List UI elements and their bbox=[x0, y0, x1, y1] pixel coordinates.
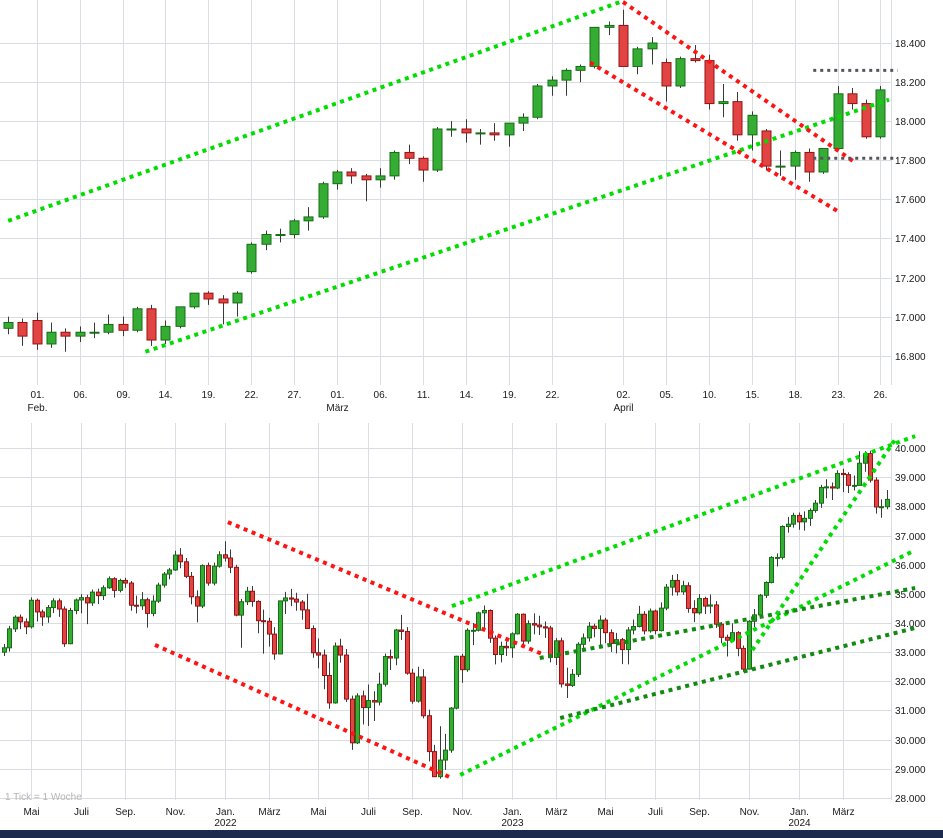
x-axis-label: Mai bbox=[310, 807, 326, 818]
bottom-bar bbox=[0, 830, 943, 838]
y-axis-label: 38.000 bbox=[895, 502, 926, 513]
daily-candlestick-chart: 18.400 18.200 18.000 17.800 17.600 17.400 17.2… bbox=[0, 0, 926, 414]
x-axis-label: Juli bbox=[648, 807, 663, 818]
x-axis-sublabel: 2022 bbox=[214, 818, 237, 829]
x-axis-label: Jan. bbox=[216, 807, 235, 818]
y-axis-label: 28.000 bbox=[895, 794, 926, 805]
x-axis-label: 15. bbox=[746, 390, 760, 401]
y-axis-label: 34.000 bbox=[895, 619, 926, 630]
weekly-candlestick-chart: 40.000 39.000 38.000 37.000 36.000 35.000 34.0… bbox=[0, 421, 943, 830]
x-axis-label: Sep. bbox=[689, 807, 710, 818]
x-axis-label: Mai bbox=[23, 807, 39, 818]
tick-interval-note: 1 Tick = 1 Woche bbox=[5, 792, 82, 803]
y-axis-label: 35.000 bbox=[895, 590, 926, 601]
trendlines bbox=[7, 0, 898, 354]
x-axis-label: 14. bbox=[159, 390, 173, 401]
x-axis-label: Juli bbox=[74, 807, 89, 818]
x-axis-label: Nov. bbox=[453, 807, 473, 818]
green-trendline bbox=[7, 0, 624, 223]
x-axis-label: 22. bbox=[245, 390, 259, 401]
weekly-chart-svg: 40.000 39.000 38.000 37.000 36.000 35.000 34.0… bbox=[0, 423, 926, 829]
x-axis-sublabel: April bbox=[613, 403, 633, 414]
candles bbox=[2, 450, 890, 779]
darkgreen-trendline bbox=[559, 626, 916, 721]
y-axis-label: 18.200 bbox=[895, 78, 926, 89]
trendlines bbox=[154, 434, 916, 780]
y-axis-label: 17.000 bbox=[895, 313, 926, 324]
y-axis-label: 18.000 bbox=[895, 117, 926, 128]
x-axis-label: März bbox=[545, 807, 567, 818]
y-axis-label: 29.000 bbox=[895, 765, 926, 776]
x-axis-label: 14. bbox=[460, 390, 474, 401]
x-axis-label: Sep. bbox=[402, 807, 423, 818]
x-axis-sublabel: März bbox=[326, 403, 348, 414]
x-axis-label: Nov. bbox=[166, 807, 186, 818]
y-axis-label: 17.400 bbox=[895, 234, 926, 245]
axis-labels: 40.000 39.000 38.000 37.000 36.000 35.000 34.0… bbox=[23, 444, 926, 829]
y-axis-label: 17.600 bbox=[895, 195, 926, 206]
y-axis-label: 31.000 bbox=[895, 706, 926, 717]
x-axis-label: Nov. bbox=[740, 807, 760, 818]
x-axis-label: 19. bbox=[503, 390, 517, 401]
axis-labels: 18.400 18.200 18.000 17.800 17.600 17.400 17.2… bbox=[27, 39, 926, 414]
y-axis-label: 17.200 bbox=[895, 274, 926, 285]
x-axis-label: 23. bbox=[832, 390, 846, 401]
red-trendline bbox=[621, 0, 856, 164]
gridlines bbox=[0, 0, 892, 385]
x-axis-label: 11. bbox=[417, 390, 430, 401]
darkgreen-trendline bbox=[539, 586, 916, 660]
x-axis-sublabel: Feb. bbox=[27, 403, 47, 414]
x-axis-label: 10. bbox=[703, 390, 717, 401]
x-axis-label: März bbox=[832, 807, 854, 818]
x-axis-label: 06. bbox=[374, 390, 388, 401]
y-axis-label: 18.400 bbox=[895, 39, 926, 50]
y-axis-label: 33.000 bbox=[895, 648, 926, 659]
y-axis-label: 36.000 bbox=[895, 561, 926, 572]
x-axis-label: 18. bbox=[789, 390, 803, 401]
x-axis-label: März bbox=[258, 807, 280, 818]
green-trendline bbox=[144, 97, 890, 354]
y-axis-label: 32.000 bbox=[895, 677, 926, 688]
y-axis-label: 30.000 bbox=[895, 736, 926, 747]
x-axis-label: 06. bbox=[74, 390, 88, 401]
y-axis-label: 16.800 bbox=[895, 352, 926, 363]
x-axis-label: 09. bbox=[117, 390, 131, 401]
x-axis-label: 05. bbox=[660, 390, 674, 401]
green-trendline bbox=[459, 548, 916, 777]
x-axis-label: Sep. bbox=[115, 807, 136, 818]
y-axis-label: 37.000 bbox=[895, 532, 926, 543]
x-axis-label: Mai bbox=[597, 807, 613, 818]
gridlines bbox=[0, 423, 892, 800]
x-axis-label: 27. bbox=[288, 390, 302, 401]
x-axis-label: 01. bbox=[31, 390, 45, 401]
x-axis-label: 22. bbox=[546, 390, 560, 401]
x-axis-label: Jan. bbox=[790, 807, 809, 818]
red-trendline bbox=[154, 643, 453, 780]
green-trendline bbox=[451, 434, 916, 608]
x-axis-label: 19. bbox=[202, 390, 216, 401]
x-axis-label: 01. bbox=[331, 390, 345, 401]
y-axis-label: 17.800 bbox=[895, 156, 926, 167]
red-trendline bbox=[227, 520, 546, 657]
y-axis-label: 40.000 bbox=[895, 444, 926, 455]
x-axis-label: Juli bbox=[361, 807, 376, 818]
candles bbox=[3, 9, 886, 352]
x-axis-sublabel: 2023 bbox=[501, 818, 524, 829]
x-axis-label: 02. bbox=[617, 390, 631, 401]
x-axis-sublabel: 2024 bbox=[788, 818, 811, 829]
daily-chart-svg: 18.400 18.200 18.000 17.800 17.600 17.400 17.2… bbox=[0, 0, 926, 414]
y-axis-label: 39.000 bbox=[895, 473, 926, 484]
x-axis-label: 26. bbox=[874, 390, 888, 401]
x-axis-label: Jan. bbox=[503, 807, 522, 818]
